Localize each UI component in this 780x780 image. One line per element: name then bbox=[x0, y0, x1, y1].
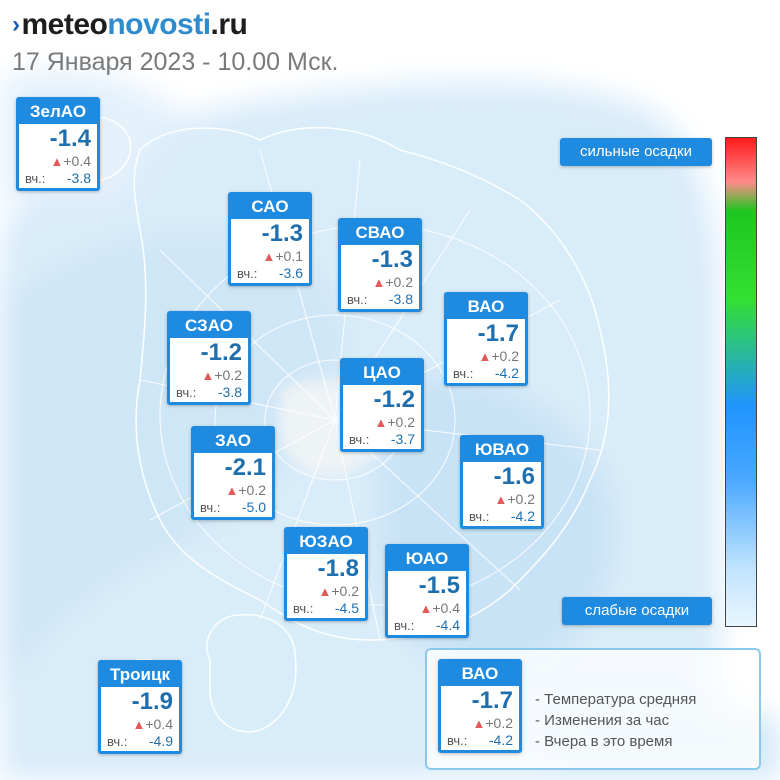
district-yesterday: -3.8 bbox=[388, 291, 413, 307]
district-temp: -1.5 bbox=[418, 572, 460, 599]
district-card-yuzao: ЮЗАО -1.8 ▲+0.2 вч.: -4.5 bbox=[284, 527, 368, 621]
district-yesterday: -3.6 bbox=[278, 265, 303, 281]
district-card-vao: ВАО -1.7 ▲+0.2 вч.: -4.2 bbox=[444, 292, 528, 386]
yesterday-label: вч.: bbox=[293, 601, 314, 616]
district-change: +0.2 bbox=[387, 414, 415, 430]
up-triangle-icon: ▲ bbox=[132, 717, 146, 732]
legend-example-card: ВАО -1.7 ▲+0.2 вч.: -4.2 bbox=[438, 659, 522, 753]
district-name: ЮВАО bbox=[463, 438, 541, 462]
district-card-szao: СЗАО -1.2 ▲+0.2 вч.: -3.8 bbox=[167, 311, 251, 405]
district-temp: -1.3 bbox=[371, 246, 413, 273]
district-card-yuvao: ЮВАО -1.6 ▲+0.2 вч.: -4.2 bbox=[460, 435, 544, 529]
yesterday-label: вч.: bbox=[200, 500, 221, 515]
district-name: ЗАО bbox=[194, 429, 272, 453]
up-triangle-icon: ▲ bbox=[372, 275, 386, 290]
district-change: +0.2 bbox=[331, 583, 359, 599]
district-name: ЦАО bbox=[343, 361, 421, 385]
district-name: ЮЗАО bbox=[287, 530, 365, 554]
district-card-svao: СВАО -1.3 ▲+0.2 вч.: -3.8 bbox=[338, 218, 422, 312]
light-precip-label: слабые осадки bbox=[562, 597, 712, 625]
district-temp: -1.7 bbox=[477, 320, 519, 347]
up-triangle-icon: ▲ bbox=[494, 492, 508, 507]
logo: ›meteonovosti.ru bbox=[12, 8, 338, 42]
legend-example-yesterday: -4.2 bbox=[488, 732, 513, 748]
up-triangle-icon: ▲ bbox=[419, 601, 433, 616]
district-temp: -1.3 bbox=[261, 220, 303, 247]
yesterday-label: вч.: bbox=[107, 734, 128, 749]
district-yesterday: -4.2 bbox=[494, 365, 519, 381]
district-name: СВАО bbox=[341, 221, 419, 245]
legend-line-yesterday: - Вчера в это время bbox=[535, 733, 673, 750]
date-label: 17 Января 2023 - 10.00 Мск. bbox=[12, 48, 339, 76]
district-name: ЗелАО bbox=[19, 100, 97, 124]
up-triangle-icon: ▲ bbox=[50, 154, 64, 169]
district-card-troitsk: Троицк -1.9 ▲+0.4 вч.: -4.9 bbox=[98, 660, 182, 754]
up-triangle-icon: ▲ bbox=[472, 716, 486, 731]
district-yesterday: -3.7 bbox=[390, 431, 415, 447]
yesterday-label: вч.: bbox=[453, 366, 474, 381]
up-triangle-icon: ▲ bbox=[374, 415, 388, 430]
district-temp: -1.2 bbox=[373, 386, 415, 413]
heavy-precip-label: сильные осадки bbox=[560, 138, 712, 166]
district-name: САО bbox=[231, 195, 309, 219]
yesterday-label: вч.: bbox=[447, 733, 468, 748]
district-name: ЮАО bbox=[388, 547, 466, 571]
up-triangle-icon: ▲ bbox=[262, 249, 276, 264]
legend-line-temp: - Температура средняя bbox=[535, 691, 697, 708]
district-change: +0.4 bbox=[432, 600, 460, 616]
district-temp: -1.2 bbox=[200, 339, 242, 366]
yesterday-label: вч.: bbox=[469, 509, 490, 524]
district-card-cao: ЦАО -1.2 ▲+0.2 вч.: -3.7 bbox=[340, 358, 424, 452]
logo-part-1: meteo bbox=[21, 8, 108, 41]
legend-example-name: ВАО bbox=[441, 662, 519, 686]
district-change: +0.4 bbox=[63, 153, 91, 169]
yesterday-label: вч.: bbox=[394, 618, 415, 633]
district-temp: -1.4 bbox=[49, 125, 91, 152]
district-card-sao: САО -1.3 ▲+0.1 вч.: -3.6 bbox=[228, 192, 312, 286]
district-change: +0.2 bbox=[507, 491, 535, 507]
district-yesterday: -4.5 bbox=[334, 600, 359, 616]
logo-part-3: .ru bbox=[210, 8, 248, 41]
yesterday-label: вч.: bbox=[347, 292, 368, 307]
district-card-zelao: ЗелАО -1.4 ▲+0.4 вч.: -3.8 bbox=[16, 97, 100, 191]
district-card-zao: ЗАО -2.1 ▲+0.2 вч.: -5.0 bbox=[191, 426, 275, 520]
yesterday-label: вч.: bbox=[349, 432, 370, 447]
district-temp: -1.8 bbox=[317, 555, 359, 582]
yesterday-label: вч.: bbox=[237, 266, 258, 281]
legend-line-change: - Изменения за час bbox=[535, 712, 670, 729]
yesterday-label: вч.: bbox=[176, 385, 197, 400]
district-temp: -1.9 bbox=[131, 688, 173, 715]
district-card-yuao: ЮАО -1.5 ▲+0.4 вч.: -4.4 bbox=[385, 544, 469, 638]
district-yesterday: -3.8 bbox=[217, 384, 242, 400]
yesterday-label: вч.: bbox=[25, 171, 46, 186]
logo-mark-icon: › bbox=[12, 11, 20, 38]
legend-example-temp: -1.7 bbox=[471, 687, 513, 714]
district-yesterday: -4.9 bbox=[148, 733, 173, 749]
district-yesterday: -4.2 bbox=[510, 508, 535, 524]
district-yesterday: -5.0 bbox=[241, 499, 266, 515]
district-yesterday: -3.8 bbox=[66, 170, 91, 186]
header: ›meteonovosti.ru 17 Января 2023 - 10.00 … bbox=[12, 8, 338, 77]
precip-scale-bar bbox=[725, 137, 757, 627]
district-change: +0.2 bbox=[491, 348, 519, 364]
district-name: Троицк bbox=[101, 663, 179, 687]
district-change: +0.2 bbox=[385, 274, 413, 290]
legend-example-change: +0.2 bbox=[485, 715, 513, 731]
district-temp: -2.1 bbox=[224, 454, 266, 481]
district-name: СЗАО bbox=[170, 314, 248, 338]
district-change: +0.2 bbox=[238, 482, 266, 498]
district-change: +0.1 bbox=[275, 248, 303, 264]
district-change: +0.2 bbox=[214, 367, 242, 383]
district-yesterday: -4.4 bbox=[435, 617, 460, 633]
up-triangle-icon: ▲ bbox=[225, 483, 239, 498]
logo-part-2: novosti bbox=[107, 8, 211, 41]
district-temp: -1.6 bbox=[493, 463, 535, 490]
up-triangle-icon: ▲ bbox=[201, 368, 215, 383]
up-triangle-icon: ▲ bbox=[318, 584, 332, 599]
district-change: +0.4 bbox=[145, 716, 173, 732]
up-triangle-icon: ▲ bbox=[478, 349, 492, 364]
district-name: ВАО bbox=[447, 295, 525, 319]
